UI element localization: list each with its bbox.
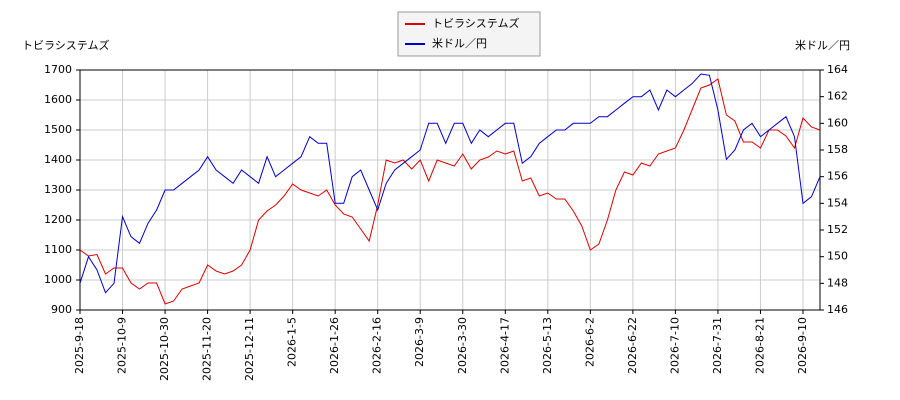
y2-tick-label: 158 [827,143,848,156]
x-tick-label: 2026-9-10 [796,317,809,374]
legend-label: 米ドル／円 [432,37,487,50]
y2-tick-label: 154 [827,196,848,209]
y2-tick-label: 150 [827,250,848,263]
plot-frame [79,69,821,311]
series-line [79,73,821,294]
y-tick-label: 900 [51,303,72,316]
x-tick-label: 2026-6-22 [626,317,639,374]
y-tick-label: 1100 [44,243,72,256]
y2-tick-label: 146 [827,303,848,316]
x-tick-label: 2025-12-11 [243,317,256,381]
x-tick-label: 2025-9-18 [73,317,86,374]
y2-tick-label: 148 [827,276,848,289]
x-tick-label: 2025-10-9 [116,317,129,374]
x-tick-label: 2026-3-30 [456,317,469,374]
y2-tick-label: 152 [827,223,848,236]
series-line [79,78,821,305]
x-tick-label: 2026-1-5 [286,317,299,367]
x-tick-label: 2026-7-10 [668,317,681,374]
y2-axis-label: 米ドル／円 [795,39,850,52]
y-tick-label: 1300 [44,183,72,196]
y-tick-label: 1200 [44,213,72,226]
y-tick-label: 1400 [44,153,72,166]
x-tick-label: 2026-2-16 [371,317,384,374]
x-tick-label: 2026-6-2 [583,317,596,367]
legend-box [397,11,541,57]
y-tick-label: 1600 [44,93,72,106]
x-tick-label: 2026-1-26 [328,317,341,374]
y-tick-label: 1500 [44,123,72,136]
y2-tick-label: 156 [827,170,848,183]
x-tick-label: 2025-11-20 [201,317,214,381]
x-tick-label: 2026-8-21 [753,317,766,374]
legend-label: トビラシステムズ [432,16,519,30]
x-tick-label: 2025-10-30 [158,317,171,381]
y2-tick-label: 162 [827,90,848,103]
x-tick-label: 2026-5-13 [541,317,554,374]
y2-tick-label: 160 [827,116,848,129]
x-tick-label: 2026-7-31 [711,317,724,374]
y-tick-label: 1000 [44,273,72,286]
x-tick-label: 2026-3-9 [413,317,426,367]
y-axis-label: トビラシステムズ [22,38,109,52]
y-tick-label: 1700 [44,63,72,76]
x-tick-label: 2026-4-17 [498,317,511,374]
y2-tick-label: 164 [827,63,848,76]
